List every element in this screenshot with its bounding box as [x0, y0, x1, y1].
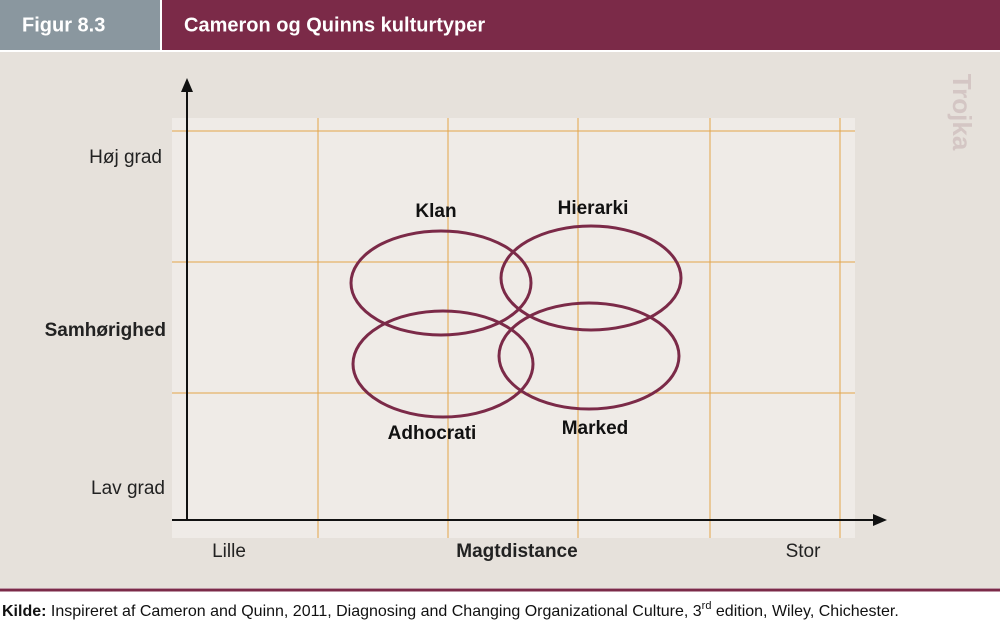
- culture-label: Hierarki: [558, 198, 629, 219]
- figure-label-box: [0, 0, 160, 50]
- culture-ellipse: [349, 229, 533, 337]
- culture-label: Klan: [415, 201, 456, 222]
- watermark: Trojka: [947, 74, 977, 151]
- culture-ellipses: [349, 224, 683, 419]
- y-axis-arrow: [181, 78, 193, 92]
- culture-ellipse: [351, 309, 535, 419]
- culture-label: Marked: [562, 418, 629, 439]
- y-axis-low: Lav grad: [91, 478, 165, 499]
- culture-ellipse: [497, 301, 681, 411]
- y-axis-high: Høj grad: [89, 147, 162, 168]
- source-label: Kilde:: [2, 603, 46, 620]
- x-axis-label: Magtdistance: [456, 541, 577, 562]
- source-text-after: edition, Wiley, Chichester.: [711, 603, 898, 620]
- source-text: Inspireret af Cameron and Quinn, 2011, D…: [46, 603, 701, 620]
- grid: [172, 118, 855, 538]
- y-axis-label: Samhørighed: [45, 320, 166, 341]
- culture-label: Adhocrati: [388, 423, 477, 444]
- title-bar: [162, 0, 1000, 50]
- x-axis-low: Lille: [212, 541, 246, 562]
- source-superscript: rd: [702, 600, 712, 612]
- culture-ellipse: [499, 224, 683, 332]
- figure-title: Cameron og Quinns kulturtyper: [184, 14, 485, 36]
- figure-label: Figur 8.3: [22, 14, 105, 36]
- x-axis-arrow: [873, 514, 887, 526]
- source: Kilde: Inspireret af Cameron and Quinn, …: [2, 600, 899, 620]
- x-axis-high: Stor: [786, 541, 822, 562]
